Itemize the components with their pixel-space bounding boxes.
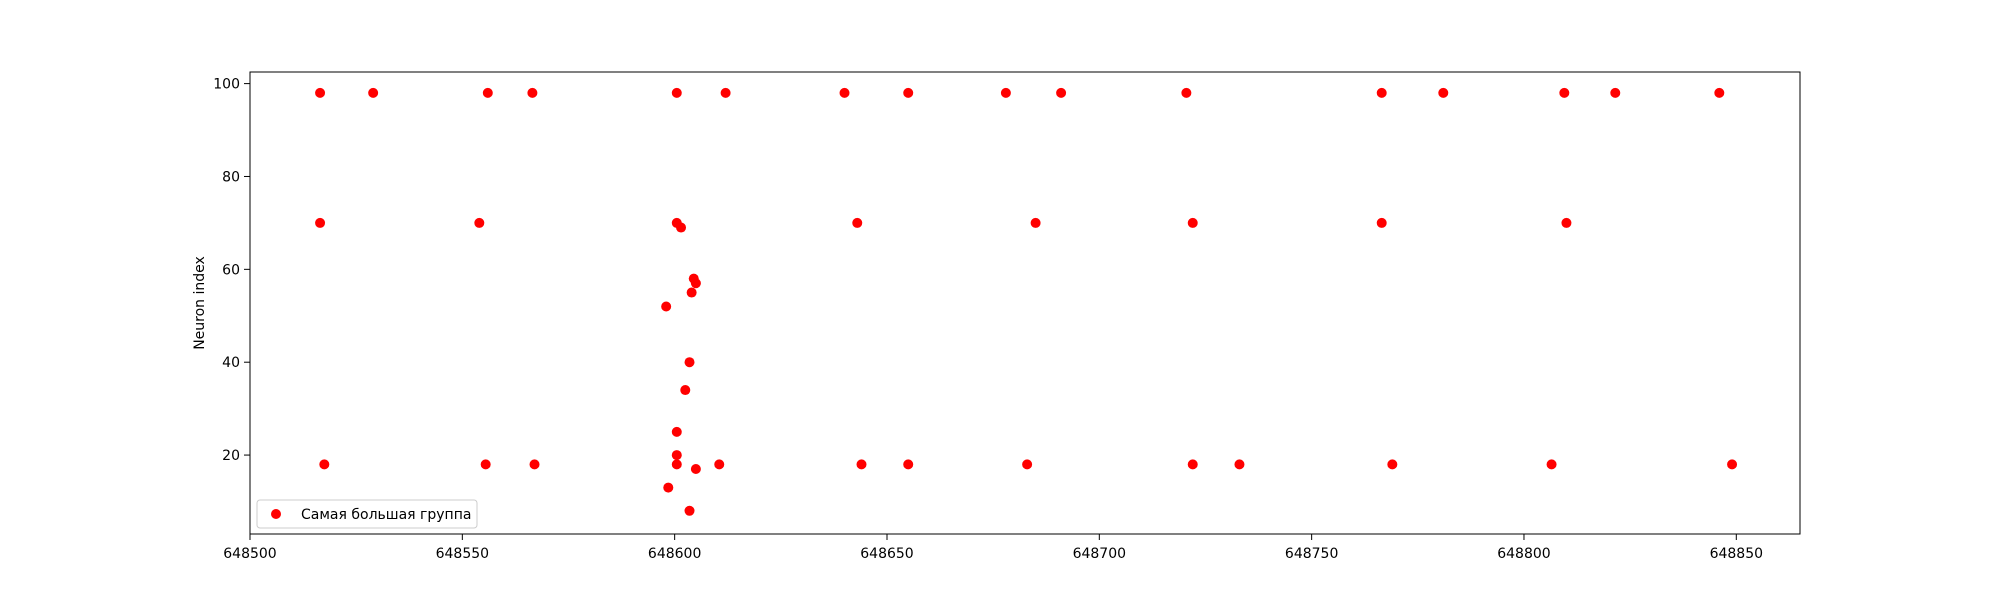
data-point [480,459,491,470]
x-tick-label: 648550 [436,546,489,562]
data-point [1187,217,1198,228]
data-point [368,87,379,98]
data-point [1387,459,1398,470]
x-tick-label: 648650 [860,546,913,562]
data-point [1187,459,1198,470]
x-tick-label: 648600 [648,546,701,562]
data-point [720,87,731,98]
data-point [690,463,701,474]
data-point [690,278,701,289]
legend: Самая большая группа [256,499,478,529]
x-tick-label: 648850 [1710,546,1763,562]
data-point [1376,217,1387,228]
data-point [684,505,695,516]
data-point [671,450,682,461]
legend-label: Самая большая группа [301,507,471,523]
x-tick-label: 648500 [223,546,276,562]
data-point [319,459,330,470]
data-point [315,217,326,228]
y-tick-label: 60 [222,262,240,278]
data-point [903,459,914,470]
data-point [1376,87,1387,98]
y-tick-label: 80 [222,169,240,185]
y-tick-label: 20 [222,448,240,464]
data-point [1727,459,1738,470]
data-point [315,87,326,98]
data-point [680,385,691,396]
data-point [1030,217,1041,228]
x-axis: 648500 648550 648600 648650 648700 648750 6488… [223,534,1763,562]
points-layer [315,87,1738,516]
data-point [1561,217,1572,228]
data-point [856,459,867,470]
data-point [1056,87,1067,98]
data-point [714,459,725,470]
data-point [1559,87,1570,98]
data-point [671,459,682,470]
data-point [1610,87,1621,98]
legend-marker [271,509,281,519]
data-point [903,87,914,98]
data-point [671,426,682,437]
data-point [482,87,493,98]
data-point [527,87,538,98]
y-axis-label: Neuron index [192,256,208,350]
x-tick-label: 648700 [1073,546,1126,562]
data-point [1000,87,1011,98]
data-point [671,87,682,98]
x-tick-label: 648750 [1285,546,1338,562]
y-axis: 20 40 60 80 100 [213,77,250,464]
data-point [529,459,540,470]
data-point [839,87,850,98]
data-point [661,301,672,312]
x-tick-label: 648800 [1497,546,1550,562]
data-point [1714,87,1725,98]
data-point [686,287,697,298]
data-point [684,357,695,368]
data-point [1022,459,1033,470]
data-point [474,217,485,228]
data-point [1234,459,1245,470]
data-point [852,217,863,228]
legend-box [256,499,478,529]
data-point [676,222,687,233]
data-point [663,482,674,493]
data-point [1181,87,1192,98]
data-point [1546,459,1557,470]
y-tick-label: 40 [222,355,240,371]
y-tick-label: 100 [213,77,240,93]
data-point [1438,87,1449,98]
plot-frame [249,71,1801,535]
